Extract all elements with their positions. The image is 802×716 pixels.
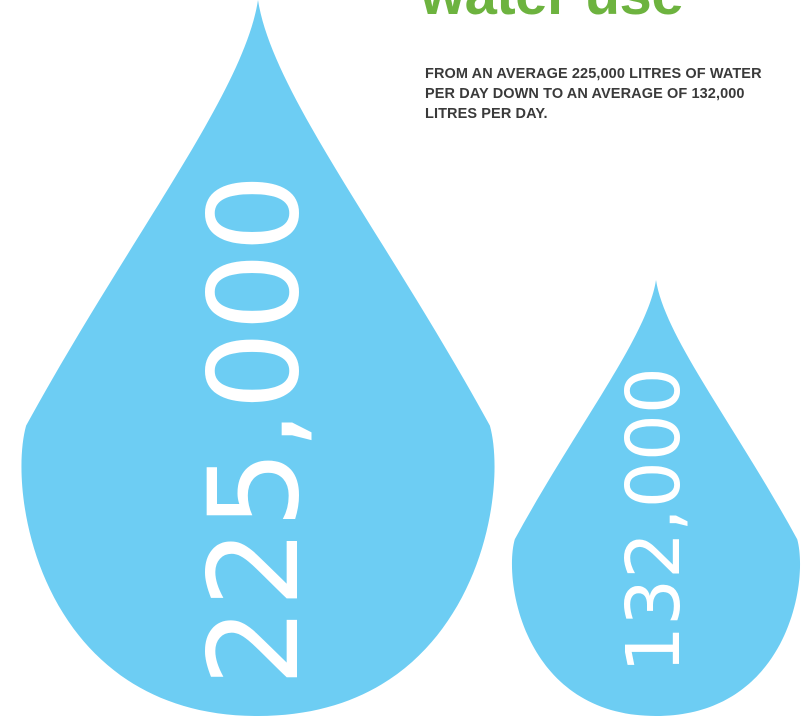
water-drop-132000 [511,280,801,716]
water-drop-225000 [21,0,495,716]
drop-label-132000: 132,000 [611,367,697,673]
headline: water use [420,0,684,24]
drop-label-225000: 225,000 [183,174,327,687]
description: FROM AN AVERAGE 225,000 LITRES OF WATER … [425,66,762,122]
